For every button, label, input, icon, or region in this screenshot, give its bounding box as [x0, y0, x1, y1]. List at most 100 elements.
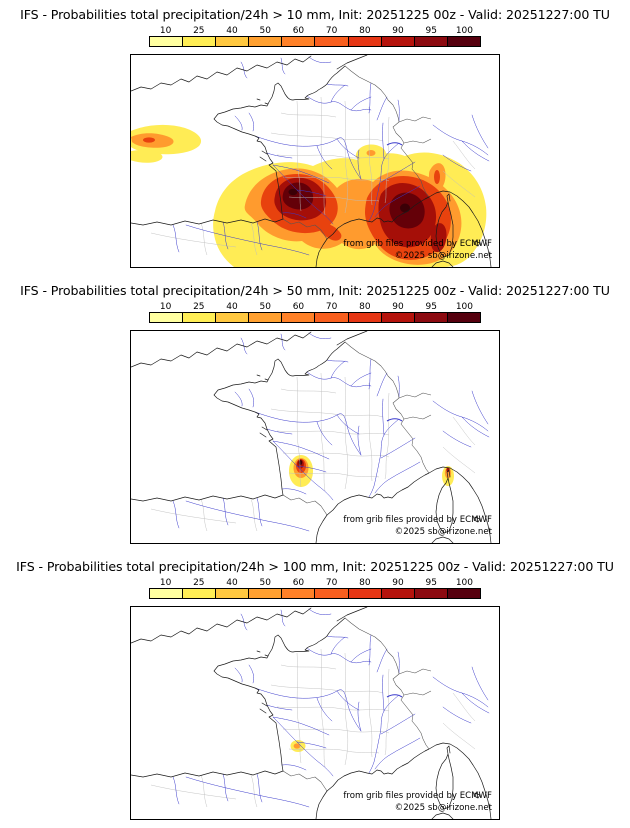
panel-100mm: IFS - Probabilities total precipitation/…	[0, 552, 630, 828]
map-100mm: from grib files provided by ECMWF ©2025 …	[131, 607, 493, 819]
scale-label: 70	[325, 302, 338, 312]
colorbar: 10 25 40 50 60 70 80 90 95 100	[149, 300, 481, 323]
scale-label: 90	[392, 26, 404, 36]
colorbar-segment	[216, 589, 250, 598]
scale-label: 40	[226, 578, 238, 588]
colorbar: 10 25 40 50 60 70 80 90 95 100	[149, 576, 481, 599]
colorbar-segment	[348, 37, 382, 46]
basemap-use	[131, 331, 492, 543]
scale-label: 50	[259, 26, 271, 36]
colorbar-segment	[249, 589, 283, 598]
precip-orange-paris-dot	[366, 150, 376, 156]
colorbar-segment	[249, 37, 283, 46]
scale-label: 80	[359, 26, 371, 36]
panel-10mm: IFS - Probabilities total precipitation/…	[0, 0, 630, 276]
colorbar-segment	[447, 37, 480, 46]
colorbar-bar	[149, 312, 481, 323]
colorbar-segment	[183, 37, 217, 46]
scale-label: 95	[425, 26, 437, 36]
scale-label: 80	[359, 578, 371, 588]
map-frame: from grib files provided by ECMWF ©2025 …	[130, 54, 500, 268]
scale-label: 100	[455, 578, 474, 588]
scale-label: 100	[455, 302, 474, 312]
scale-label: 10	[159, 578, 172, 588]
copyright-text: ©2025 sb@irizone.net	[395, 251, 493, 261]
precip-darkred-corsica	[430, 223, 447, 253]
scale-label: 40	[226, 302, 238, 312]
colorbar-segment	[447, 589, 480, 598]
precip-overlay-10mm	[131, 124, 487, 267]
scale-label: 50	[259, 302, 271, 312]
colorbar-segment	[414, 37, 448, 46]
copyright-text: ©2025 sb@irizone.net	[395, 803, 493, 813]
colorbar-segment	[249, 313, 283, 322]
panel-50mm: IFS - Probabilities total precipitation/…	[0, 276, 630, 552]
scale-label: 60	[292, 26, 305, 36]
scale-label: 100	[455, 26, 474, 36]
colorbar-segment	[414, 589, 448, 598]
panel-title: IFS - Probabilities total precipitation/…	[20, 7, 610, 22]
scale-label: 10	[159, 302, 172, 312]
scale-label: 25	[193, 302, 205, 312]
colorbar-segment	[381, 313, 415, 322]
attribution-text: from grib files provided by ECMWF	[343, 791, 492, 801]
scale-label: 70	[325, 26, 338, 36]
precip-max-cevennes	[298, 460, 303, 465]
precip-darkred-corsica	[446, 467, 450, 473]
colorbar-bar	[149, 36, 481, 47]
scale-label: 50	[259, 578, 271, 588]
scale-label: 10	[159, 26, 172, 36]
colorbar-segment	[150, 589, 184, 598]
precip-red-atlantic	[143, 137, 155, 143]
map-frame: from grib files provided by ECMWF ©2025 …	[130, 606, 500, 820]
colorbar-segment	[183, 313, 217, 322]
attribution-text: from grib files provided by ECMWF	[343, 515, 492, 525]
colorbar-segment	[315, 313, 349, 322]
colorbar-labels: 10 25 40 50 60 70 80 90 95 100	[149, 24, 481, 36]
scale-label: 95	[425, 578, 437, 588]
basemap-use	[131, 607, 492, 819]
scale-label: 60	[292, 578, 305, 588]
colorbar-segment	[183, 589, 217, 598]
colorbar-segment	[150, 313, 184, 322]
colorbar-segment	[282, 37, 316, 46]
panel-title: IFS - Probabilities total precipitation/…	[16, 559, 614, 574]
colorbar-segment	[447, 313, 480, 322]
scale-label: 80	[359, 302, 371, 312]
scale-label: 25	[193, 578, 205, 588]
colorbar-segment	[315, 589, 349, 598]
scale-label: 70	[325, 578, 338, 588]
precip-overlay-100mm	[290, 740, 306, 752]
map-50mm: from grib files provided by ECMWF ©2025 …	[131, 331, 493, 543]
precip-maroon-cevennes	[282, 182, 314, 210]
precip-max-cevennes	[288, 188, 298, 196]
colorbar-segment	[348, 313, 382, 322]
precip-red-coast-tongue	[317, 223, 342, 241]
scale-label: 90	[392, 302, 404, 312]
precip-red-liguria	[434, 170, 440, 184]
colorbar-segment	[381, 37, 415, 46]
colorbar-labels: 10 25 40 50 60 70 80 90 95 100	[149, 300, 481, 312]
colorbar-segment	[348, 589, 382, 598]
scale-label: 90	[392, 578, 404, 588]
colorbar-segment	[216, 37, 250, 46]
precip-orange-cevennes	[293, 743, 301, 749]
colorbar-segment	[315, 37, 349, 46]
copyright-text: ©2025 sb@irizone.net	[395, 527, 493, 537]
colorbar-segment	[282, 589, 316, 598]
colorbar-segment	[282, 313, 316, 322]
colorbar-segment	[381, 589, 415, 598]
precip-max-gulf	[400, 203, 410, 213]
panel-title: IFS - Probabilities total precipitation/…	[20, 283, 610, 298]
colorbar: 10 25 40 50 60 70 80 90 95 100	[149, 24, 481, 47]
colorbar-labels: 10 25 40 50 60 70 80 90 95 100	[149, 576, 481, 588]
attribution-text: from grib files provided by ECMWF	[343, 239, 492, 249]
colorbar-segment	[414, 313, 448, 322]
colorbar-segment	[216, 313, 250, 322]
scale-label: 40	[226, 26, 238, 36]
precip-yellow-atlantic-streak2	[131, 150, 163, 163]
scale-label: 95	[425, 302, 437, 312]
colorbar-segment	[150, 37, 184, 46]
scale-label: 60	[292, 302, 305, 312]
colorbar-bar	[149, 588, 481, 599]
